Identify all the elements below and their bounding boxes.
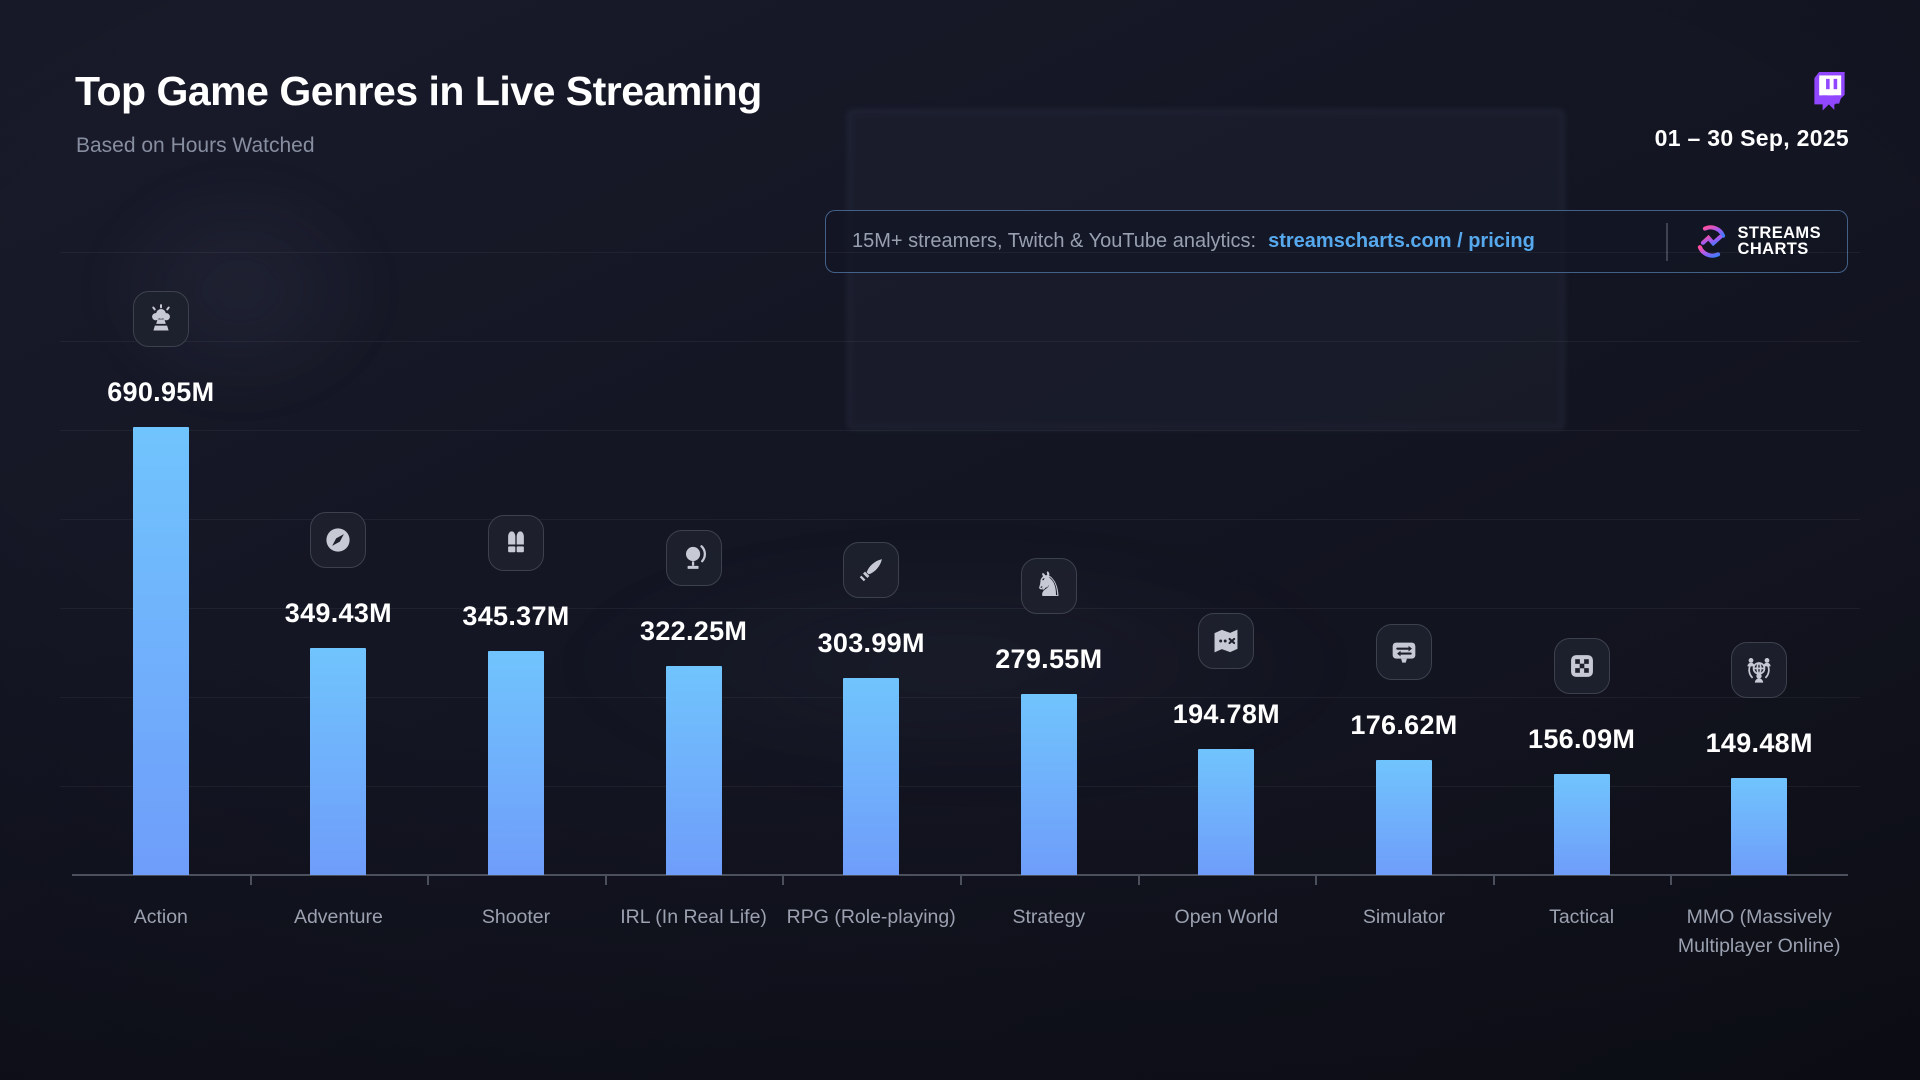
gridline bbox=[60, 252, 1860, 253]
compass-icon bbox=[310, 512, 367, 568]
category-label-tactical: Tactical bbox=[1549, 906, 1615, 928]
bar-value-strategy: 279.55M bbox=[995, 644, 1103, 674]
x-axis-line bbox=[72, 874, 1848, 876]
twitch-icon bbox=[1813, 72, 1846, 111]
gridline bbox=[60, 519, 1860, 520]
axis-tick bbox=[1670, 876, 1673, 885]
axis-tick bbox=[604, 876, 607, 885]
category-label-irl-in-real-life: IRL (In Real Life) bbox=[620, 906, 767, 928]
pricing-link[interactable]: streamscharts.com / pricing bbox=[1268, 230, 1535, 252]
gridline bbox=[60, 608, 1860, 609]
page-subtitle: Based on Hours Watched bbox=[76, 134, 315, 157]
category-label-open-world: Open World bbox=[1174, 906, 1279, 928]
bar-irl-in-real-life bbox=[665, 666, 722, 875]
sword-icon bbox=[843, 542, 900, 598]
bar-value-open-world: 194.78M bbox=[1172, 699, 1280, 729]
bar-shooter bbox=[488, 651, 544, 875]
axis-tick bbox=[960, 876, 962, 885]
promo-text: 15M+ streamers, Twitch & YouTube analyti… bbox=[852, 230, 1257, 252]
bar-value-action: 690.95M bbox=[107, 377, 215, 407]
banner-divider bbox=[1665, 222, 1668, 261]
chess-knight-icon: ♞ bbox=[1020, 558, 1077, 614]
category-label-adventure: Adventure bbox=[293, 906, 383, 928]
bar-strategy bbox=[1020, 694, 1077, 875]
axis-tick bbox=[1315, 876, 1318, 885]
category-label-strategy: Strategy bbox=[1012, 906, 1086, 928]
category-label-simulator: Simulator bbox=[1362, 906, 1446, 928]
gridline bbox=[60, 786, 1860, 787]
globe-people-icon bbox=[1731, 642, 1788, 698]
bar-tactical bbox=[1553, 774, 1610, 875]
explosion-icon bbox=[132, 291, 189, 347]
bar-action bbox=[132, 427, 189, 875]
axis-tick bbox=[1492, 876, 1495, 885]
control-panel-icon bbox=[1376, 624, 1432, 680]
date-range: 01 – 30 Sep, 2025 bbox=[1654, 125, 1849, 151]
bar-adventure bbox=[310, 648, 367, 875]
bar-value-shooter: 345.37M bbox=[462, 601, 570, 631]
bar-value-irl-in-real-life: 322.25M bbox=[640, 616, 748, 646]
gridline bbox=[60, 697, 1860, 698]
treasure-map-icon bbox=[1198, 613, 1255, 669]
streams-charts-wordmark: STREAMS CHARTS bbox=[1737, 223, 1821, 258]
gridline bbox=[60, 341, 1860, 342]
bar-value-adventure: 349.43M bbox=[284, 598, 392, 628]
axis-tick bbox=[249, 876, 252, 885]
bar-simulator bbox=[1376, 760, 1432, 875]
bar-mmo-massively-multiplayer-online bbox=[1731, 778, 1788, 875]
axis-tick bbox=[1137, 876, 1140, 885]
category-label-rpg-role-playing: RPG (Role-playing) bbox=[786, 906, 956, 928]
bar-rpg-role-playing bbox=[843, 678, 900, 875]
bar-value-tactical: 156.09M bbox=[1528, 724, 1636, 754]
streams-charts-logo-icon bbox=[1697, 225, 1725, 258]
bar-open-world bbox=[1198, 749, 1255, 875]
bar-value-rpg-role-playing: 303.99M bbox=[817, 628, 925, 658]
category-label-action: Action bbox=[133, 906, 188, 928]
bullets-icon bbox=[488, 515, 544, 571]
bar-value-mmo-massively-multiplayer-online: 149.48M bbox=[1705, 728, 1813, 758]
streams-charts-brand: STREAMS CHARTS bbox=[1694, 224, 1821, 259]
bar-value-simulator: 176.62M bbox=[1350, 710, 1458, 740]
axis-tick bbox=[427, 876, 430, 885]
globe-stand-icon bbox=[665, 530, 722, 586]
board-squares-icon bbox=[1553, 638, 1610, 694]
category-label-mmo-massively-multiplayer-online: MMO (Massively Multiplayer Online) bbox=[1677, 906, 1841, 958]
page-title: Top Game Genres in Live Streaming bbox=[75, 68, 762, 114]
category-label-shooter: Shooter bbox=[481, 906, 551, 928]
promo-banner: 15M+ streamers, Twitch & YouTube analyti… bbox=[825, 210, 1848, 273]
axis-tick bbox=[782, 876, 785, 885]
gridline bbox=[60, 430, 1860, 431]
